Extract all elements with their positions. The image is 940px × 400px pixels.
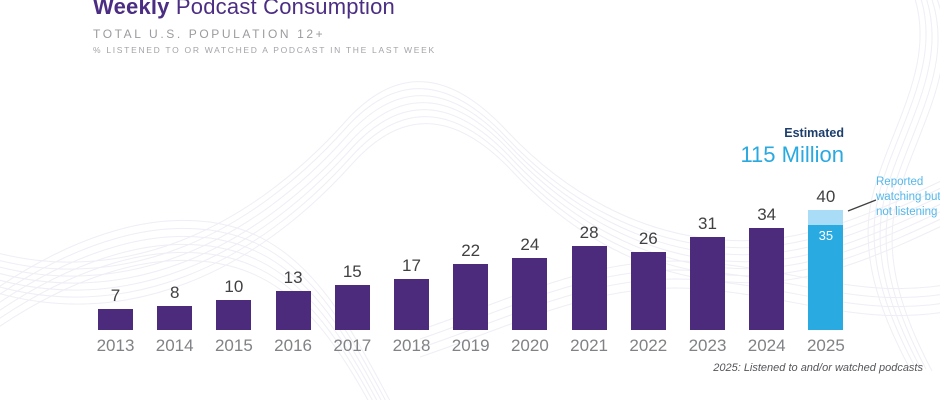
bar-group-2015: 10 2015 [215,277,253,355]
title-rest: Podcast Consumption [169,0,395,19]
bar-group-2013: 7 2013 [97,286,135,355]
year-label: 2020 [510,336,549,355]
bar-group-2020: 24 2020 [511,235,549,355]
year-label: 2018 [392,336,431,355]
bar-2023 [690,237,725,330]
bar-group-2017: 15 2017 [333,262,371,355]
bar-value-label: 10 [224,277,244,296]
bar-2017 [334,285,370,330]
bar-segment-listened: 35 [808,225,844,330]
bar-2013 [98,309,133,330]
bar-2018 [394,279,429,330]
bar-2024 [749,228,785,330]
bar-value-label: 31 [698,214,717,233]
estimated-value: 115 Million [740,142,844,167]
page-title: Weekly Podcast Consumption [93,0,436,19]
year-label: 2022 [629,336,668,355]
bar-value-label: 17 [402,256,421,275]
year-label: 2023 [688,336,727,355]
bar-2019 [453,264,489,330]
bar-value-label: 8 [169,283,180,302]
bar-group-2019: 22 2019 [452,241,490,355]
callout-text: Reported watching but not listening [876,176,940,218]
year-label: 2019 [451,336,490,355]
year-label: 2014 [155,336,194,355]
bar-value-label: 40 [816,187,836,206]
bar-group-2021: 28 2021 [570,223,608,355]
bar-2020 [512,258,548,330]
bar-group-2022: 26 2022 [629,229,667,355]
bar-value-label: 24 [520,235,540,254]
chart-tagline: % LISTENED TO OR WATCHED A PODCAST IN TH… [93,45,436,55]
bar-2022 [630,252,666,330]
bar-value-label: 13 [283,268,303,287]
bar-group-2024: 34 2024 [748,205,786,355]
bar-2015 [216,300,252,330]
bar-value-label: 7 [110,286,121,305]
year-label: 2013 [96,336,135,355]
bar-group-2018: 17 2018 [393,256,431,355]
chart-subtitle: TOTAL U.S. POPULATION 12+ [93,27,326,41]
footnote: 2025: Listened to and/or watched podcast… [713,362,923,374]
bar-2016 [275,291,311,330]
year-label: 2021 [570,336,609,355]
bar-segment-watched-only [808,210,844,225]
year-label: 2024 [747,336,786,355]
bar-value-label: 34 [757,205,777,224]
estimated-annotation: Estimated 115 Million [640,126,844,168]
year-label: 2025 [806,336,845,355]
bar-group-2023: 31 2023 [689,214,727,355]
bar-group-2014: 8 2014 [156,283,194,355]
chart-header: Weekly Podcast Consumption TOTAL U.S. PO… [93,0,436,55]
bar-value-label: 26 [638,229,658,248]
bar-group-2016: 13 2016 [274,268,312,355]
bar-2025: 35 [808,210,844,330]
bar-value-label: 28 [579,223,599,242]
callout-pointer-line [847,199,877,212]
bar-2014 [157,306,193,330]
bar-group-2025: 40 35 2025 [807,187,845,355]
estimated-label: Estimated [784,126,844,140]
bar-value-label: 22 [461,241,481,260]
bar-2021 [571,246,607,330]
year-label: 2015 [214,336,253,355]
year-label: 2017 [333,336,372,355]
bar-value-label: 15 [342,262,362,281]
year-label: 2016 [274,336,313,355]
title-emphasis: Weekly [93,0,170,19]
